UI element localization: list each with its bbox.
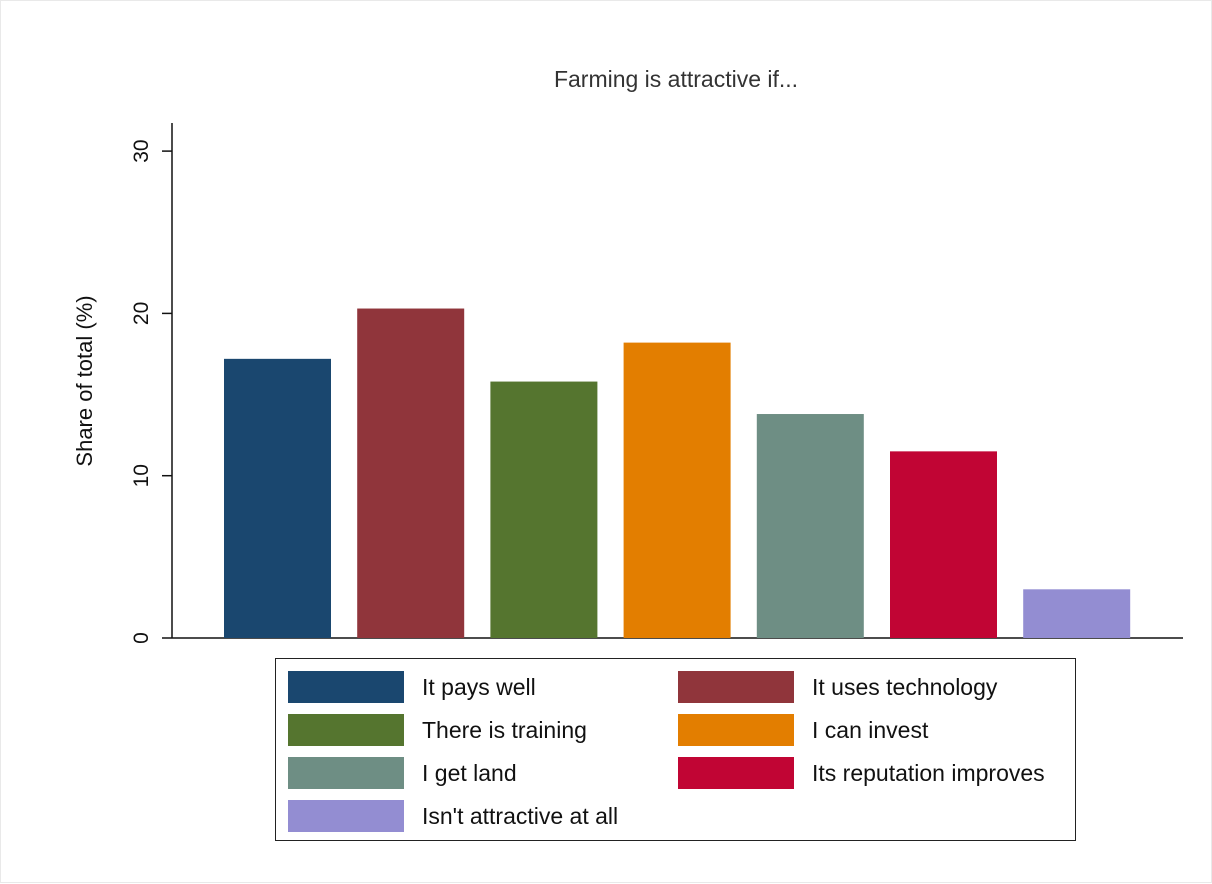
legend-swatch bbox=[288, 671, 404, 703]
bar-isn-t-attractive-at-all bbox=[1023, 589, 1131, 638]
y-ticks: 0 10 20 30 bbox=[130, 139, 172, 644]
legend-swatch bbox=[678, 671, 794, 703]
bar-it-uses-technology bbox=[357, 308, 465, 638]
legend-item: I get land bbox=[288, 757, 517, 789]
legend-label: Its reputation improves bbox=[812, 759, 1045, 786]
y-tick-label: 0 bbox=[130, 632, 153, 644]
chart-title: Farming is attractive if... bbox=[554, 66, 798, 92]
legend-swatch bbox=[288, 714, 404, 746]
legend-item: Isn't attractive at all bbox=[288, 800, 618, 832]
legend-item: There is training bbox=[288, 714, 587, 746]
bars bbox=[224, 308, 1131, 638]
bar-there-is-training bbox=[490, 381, 598, 638]
y-tick-label: 20 bbox=[130, 302, 153, 325]
y-tick-label: 10 bbox=[130, 464, 153, 487]
legend-swatch bbox=[288, 757, 404, 789]
legend-label: There is training bbox=[422, 716, 587, 743]
legend-item: It pays well bbox=[288, 671, 536, 703]
bar-i-get-land bbox=[756, 414, 864, 638]
y-tick-label: 30 bbox=[130, 139, 153, 162]
legend-item: I can invest bbox=[678, 714, 928, 746]
legend-label: It pays well bbox=[422, 673, 536, 700]
legend-label: I can invest bbox=[812, 716, 929, 743]
legend-swatch bbox=[288, 800, 404, 832]
y-axis-label: Share of total (%) bbox=[72, 295, 97, 466]
legend-item: It uses technology bbox=[678, 671, 997, 703]
legend-swatch bbox=[678, 714, 794, 746]
legend-swatch bbox=[678, 757, 794, 789]
bar-its-reputation-improves bbox=[890, 451, 997, 638]
legend-item: Its reputation improves bbox=[678, 757, 1045, 789]
legend-label: I get land bbox=[422, 759, 517, 786]
legend-label: Isn't attractive at all bbox=[422, 802, 619, 829]
legend: It pays well It uses technology There is t… bbox=[275, 658, 1076, 841]
legend-label: It uses technology bbox=[812, 673, 998, 700]
bar-it-pays-well bbox=[224, 358, 331, 638]
bar-i-can-invest bbox=[623, 342, 731, 638]
